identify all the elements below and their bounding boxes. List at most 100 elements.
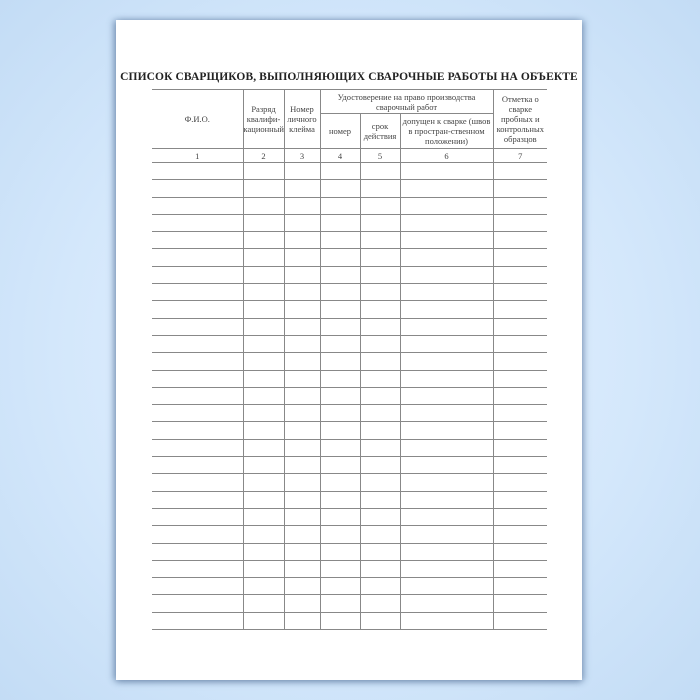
table-cell	[492, 577, 548, 596]
table-cell	[283, 542, 321, 561]
table-cell	[152, 490, 244, 509]
table-cell	[359, 352, 401, 371]
table-cell	[492, 317, 548, 336]
document-page: СПИСОК СВАРЩИКОВ, ВЫПОЛНЯЮЩИХ СВАРОЧНЫЕ …	[116, 20, 582, 680]
table-cell	[242, 248, 285, 267]
table-cell	[319, 404, 361, 423]
table-row	[152, 525, 548, 544]
table-cell	[152, 265, 244, 285]
header-fio: Ф.И.О.	[152, 89, 244, 149]
table-cell	[242, 594, 285, 613]
header-rank: Разряд квалифи-кационный	[242, 89, 285, 149]
table-row	[152, 438, 548, 458]
table-cell	[319, 231, 361, 250]
table-cell	[492, 559, 548, 579]
table-cell	[399, 265, 494, 285]
table-cell	[283, 196, 321, 215]
table-row	[152, 161, 548, 181]
table-cell	[359, 248, 401, 267]
table-cell	[319, 525, 361, 544]
table-cell	[359, 404, 401, 423]
table-cell	[492, 507, 548, 527]
table-cell	[359, 231, 401, 250]
table-cell	[359, 265, 401, 285]
table-cell	[242, 577, 285, 596]
table-cell	[283, 352, 321, 371]
table-cell	[283, 559, 321, 579]
table-cell	[399, 473, 494, 492]
table-cell	[242, 542, 285, 561]
table-cell	[492, 196, 548, 215]
table-cell	[283, 300, 321, 319]
table-cell	[242, 404, 285, 423]
table-cell	[359, 386, 401, 406]
table-cell	[152, 213, 244, 233]
table-cell	[152, 404, 244, 423]
table-cell	[152, 161, 244, 181]
table-cell	[242, 283, 285, 302]
table-cell	[399, 438, 494, 458]
table-cell	[492, 161, 548, 181]
table-cell	[152, 196, 244, 215]
table-cell	[359, 507, 401, 527]
table-row	[152, 352, 548, 371]
table-cell	[319, 248, 361, 267]
table-cell	[152, 369, 244, 388]
table-cell	[319, 438, 361, 458]
table-cell	[359, 525, 401, 544]
table-cell	[242, 421, 285, 440]
table-cell	[242, 473, 285, 492]
table-cell	[492, 283, 548, 302]
table-row	[152, 317, 548, 336]
table-cell	[399, 334, 494, 354]
table-cell	[399, 317, 494, 336]
table-row	[152, 213, 548, 233]
table-cell	[319, 300, 361, 319]
table-cell	[152, 352, 244, 371]
table-cell	[152, 334, 244, 354]
table-cell	[152, 179, 244, 198]
table-cell	[242, 179, 285, 198]
table-row	[152, 300, 548, 319]
table-cell	[319, 490, 361, 509]
table-cell	[242, 559, 285, 579]
table-cell	[359, 179, 401, 198]
table-cell	[152, 386, 244, 406]
table-cell	[492, 213, 548, 233]
table-cell	[319, 559, 361, 579]
table-cell	[242, 456, 285, 475]
table-cell	[319, 542, 361, 561]
table-cell	[492, 542, 548, 561]
table-cell	[242, 196, 285, 215]
table-row	[152, 248, 548, 267]
table-cell	[492, 300, 548, 319]
table-row	[152, 421, 548, 440]
table-cell	[283, 161, 321, 181]
table-cell	[399, 369, 494, 388]
table-cell	[242, 525, 285, 544]
table-cell	[399, 404, 494, 423]
table-cell	[319, 507, 361, 527]
table-cell	[492, 179, 548, 198]
table-cell	[399, 507, 494, 527]
table-row	[152, 265, 548, 285]
column-number: 6	[399, 148, 494, 163]
table-row	[152, 179, 548, 198]
table-row	[152, 577, 548, 596]
table-cell	[152, 456, 244, 475]
table-cell	[283, 611, 321, 631]
table-cell	[242, 438, 285, 458]
table-cell	[283, 179, 321, 198]
welders-table: Ф.И.О. Разряд квалифи-кационный Номер ли…	[152, 89, 548, 631]
table-cell	[242, 369, 285, 388]
table-cell	[399, 542, 494, 561]
table-cell	[492, 525, 548, 544]
table-row	[152, 456, 548, 475]
table-cell	[492, 490, 548, 509]
table-cell	[283, 334, 321, 354]
table-cell	[152, 438, 244, 458]
table-cell	[399, 490, 494, 509]
table-row	[152, 196, 548, 215]
table-cell	[399, 386, 494, 406]
header-number: номер	[320, 113, 361, 149]
